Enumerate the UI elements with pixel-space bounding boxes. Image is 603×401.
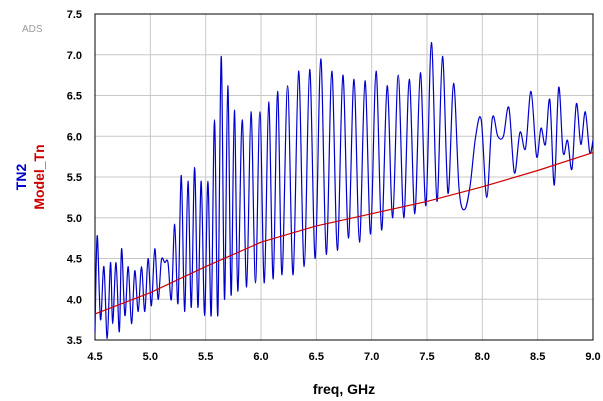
y-tick-label: 3.5 [67, 335, 82, 347]
y-tick-label: 6.0 [67, 131, 82, 143]
y-axis-ticks: 3.5 4.0 4.5 5.0 5.5 6.0 6.5 7.0 7.5 [67, 9, 82, 347]
y-tick-label: 4.0 [67, 294, 82, 306]
watermark-text: ADS [22, 24, 43, 35]
x-tick-label: 6.5 [309, 351, 324, 363]
x-tick-label: 7.5 [419, 351, 434, 363]
y-tick-label: 5.0 [67, 213, 82, 225]
x-tick-label: 5.5 [198, 351, 213, 363]
x-tick-label: 6.0 [253, 351, 268, 363]
x-tick-label: 8.0 [475, 351, 490, 363]
y-tick-label: 7.5 [67, 9, 82, 21]
series-line-tn2 [94, 41, 594, 340]
series-label-tn2: TN2 [13, 164, 29, 191]
series-line-model-tn [94, 152, 594, 315]
plot-frame [94, 13, 594, 341]
y-tick-label: 7.0 [67, 50, 82, 62]
x-tick-label: 9.0 [585, 351, 600, 363]
x-axis-ticks: 4.5 5.0 5.5 6.0 6.5 7.0 7.5 8.0 8.5 9.0 [87, 351, 600, 363]
y-tick-label: 4.5 [67, 254, 82, 266]
x-tick-label: 5.0 [143, 351, 158, 363]
x-tick-label: 4.5 [87, 351, 102, 363]
x-tick-label: 7.0 [364, 351, 379, 363]
y-tick-label: 6.5 [67, 91, 82, 103]
y-axis-series-labels: TN2 Model_Tn [13, 144, 47, 209]
series-layer [94, 41, 594, 340]
y-tick-label: 5.5 [67, 172, 82, 184]
x-axis-label: freq, GHz [313, 381, 375, 397]
x-tick-label: 8.5 [530, 351, 545, 363]
series-label-model-tn: Model_Tn [31, 144, 47, 209]
